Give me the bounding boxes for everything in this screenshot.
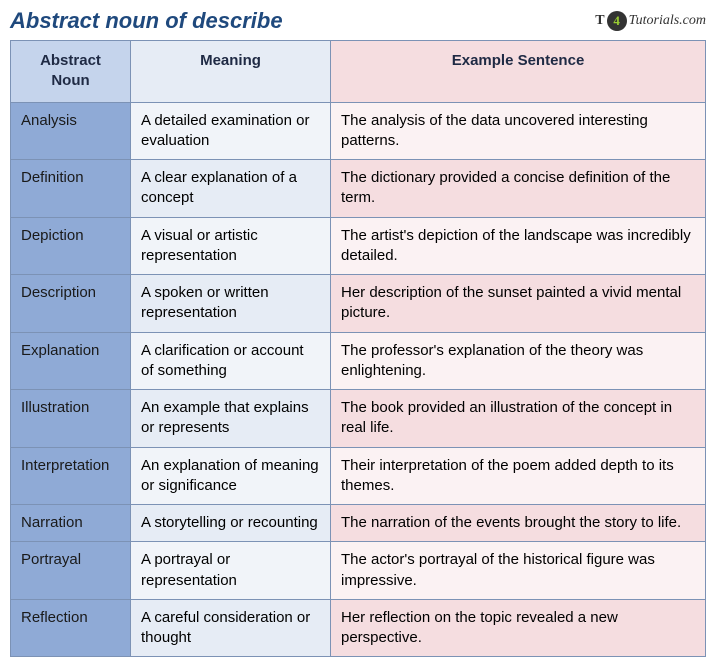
cell-noun: Definition bbox=[11, 160, 131, 218]
table-row: IllustrationAn example that explains or … bbox=[11, 390, 706, 448]
table-row: NarrationA storytelling or recountingThe… bbox=[11, 505, 706, 542]
cell-noun: Explanation bbox=[11, 332, 131, 390]
cell-noun: Interpretation bbox=[11, 447, 131, 505]
cell-example: The artist's depiction of the landscape … bbox=[331, 217, 706, 275]
title-row: Abstract noun of describe T 4 Tutorials.… bbox=[10, 8, 706, 34]
cell-noun: Reflection bbox=[11, 599, 131, 657]
cell-example: The professor's explanation of the theor… bbox=[331, 332, 706, 390]
brand-logo: T 4 Tutorials.com bbox=[595, 11, 706, 31]
cell-example: The narration of the events brought the … bbox=[331, 505, 706, 542]
cell-example: Her reflection on the topic revealed a n… bbox=[331, 599, 706, 657]
table-row: DepictionA visual or artistic representa… bbox=[11, 217, 706, 275]
cell-noun: Depiction bbox=[11, 217, 131, 275]
cell-example: The dictionary provided a concise defini… bbox=[331, 160, 706, 218]
table-row: ReflectionA careful consideration or tho… bbox=[11, 599, 706, 657]
cell-meaning: A visual or artistic representation bbox=[131, 217, 331, 275]
cell-meaning: A clear explanation of a concept bbox=[131, 160, 331, 218]
page-title: Abstract noun of describe bbox=[10, 8, 283, 34]
cell-noun: Narration bbox=[11, 505, 131, 542]
table-row: AnalysisA detailed examination or evalua… bbox=[11, 102, 706, 160]
table-header-row: Abstract Noun Meaning Example Sentence bbox=[11, 41, 706, 103]
table-row: PortrayalA portrayal or representationTh… bbox=[11, 542, 706, 600]
cell-example: Their interpretation of the poem added d… bbox=[331, 447, 706, 505]
cell-meaning: A detailed examination or evaluation bbox=[131, 102, 331, 160]
brand-badge-icon: 4 bbox=[607, 11, 627, 31]
brand-suffix: Tutorials.com bbox=[629, 13, 706, 29]
cell-meaning: A spoken or written representation bbox=[131, 275, 331, 333]
table-row: InterpretationAn explanation of meaning … bbox=[11, 447, 706, 505]
cell-meaning: A portrayal or representation bbox=[131, 542, 331, 600]
cell-noun: Portrayal bbox=[11, 542, 131, 600]
cell-noun: Description bbox=[11, 275, 131, 333]
col-header-example: Example Sentence bbox=[331, 41, 706, 103]
table-row: DefinitionA clear explanation of a conce… bbox=[11, 160, 706, 218]
cell-noun: Analysis bbox=[11, 102, 131, 160]
cell-meaning: An explanation of meaning or significanc… bbox=[131, 447, 331, 505]
table-row: ExplanationA clarification or account of… bbox=[11, 332, 706, 390]
col-header-meaning: Meaning bbox=[131, 41, 331, 103]
cell-example: Her description of the sunset painted a … bbox=[331, 275, 706, 333]
brand-prefix: T bbox=[595, 13, 604, 29]
cell-meaning: A storytelling or recounting bbox=[131, 505, 331, 542]
cell-meaning: An example that explains or represents bbox=[131, 390, 331, 448]
cell-noun: Illustration bbox=[11, 390, 131, 448]
table-row: DescriptionA spoken or written represent… bbox=[11, 275, 706, 333]
cell-example: The analysis of the data uncovered inter… bbox=[331, 102, 706, 160]
cell-meaning: A careful consideration or thought bbox=[131, 599, 331, 657]
cell-meaning: A clarification or account of something bbox=[131, 332, 331, 390]
cell-example: The book provided an illustration of the… bbox=[331, 390, 706, 448]
abstract-noun-table: Abstract Noun Meaning Example Sentence A… bbox=[10, 40, 706, 657]
cell-example: The actor's portrayal of the historical … bbox=[331, 542, 706, 600]
col-header-noun: Abstract Noun bbox=[11, 41, 131, 103]
